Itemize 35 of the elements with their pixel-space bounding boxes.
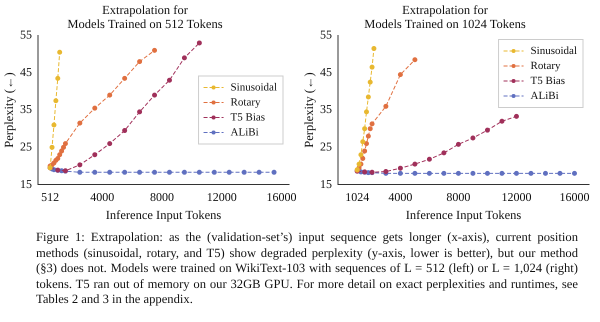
x-tick-label: 12000 [501, 190, 532, 204]
y-tick-label: 15 [320, 176, 332, 191]
x-tick-label: 8000 [446, 190, 470, 204]
y-tick-label: 55 [20, 28, 32, 42]
y-tick-label: 55 [320, 28, 332, 42]
legend-label: Sinusoidal [230, 81, 278, 94]
chart-title: Extrapolation for Models Trained on 1024 Tokens [364, 3, 526, 31]
x-tick-label: 512 [41, 190, 60, 204]
y-tick-label: 15 [20, 176, 32, 191]
y-tick-label: 35 [320, 102, 332, 116]
y-tick-label: 25 [320, 139, 332, 154]
legend-label: Sinusoidal [530, 44, 578, 57]
y-axis-title: Perplexity (←) [302, 72, 316, 148]
x-tick-label: 16000 [559, 190, 590, 204]
legend-label: ALiBi [530, 90, 559, 102]
x-axis-title: Inference Input Tokens [106, 208, 222, 222]
x-tick-label: 8000 [150, 190, 174, 204]
legend-label: Rotary [530, 60, 561, 72]
chart-title: Extrapolation for Models Trained on 512 Tokens [67, 3, 223, 31]
x-axis-title: Inference Input Tokens [406, 208, 522, 222]
legend-label: Rotary [230, 96, 261, 108]
legend-label: T5 Bias [230, 111, 266, 124]
y-tick-label: 45 [20, 64, 32, 79]
x-tick-label: 12000 [206, 190, 237, 204]
y-tick-label: 25 [20, 139, 32, 154]
caption: Figure 1: Extrapolation: as the (validation-set’s) input sequence gets longer (x-axis), current position methods (sinusoidal, rotary, and T5) show degraded perplexity (y-axis, lower is better), but our method (§3) does not. Models were trained on WikiText-103 with sequences of L = 512 (left) or L = 1,024 (right) tokens. T5 ran out of memory on our 32GB GPU. For more detail on exact perplexities and runtimes, see Tables 2 and 3 in the appendix. [36, 230, 578, 308]
y-axis-title: Perplexity (←) [2, 72, 16, 148]
x-tick-label: 4000 [90, 190, 114, 204]
x-tick-label: 16000 [266, 190, 297, 204]
x-tick-label: 4000 [388, 190, 412, 204]
y-tick-label: 35 [20, 102, 32, 116]
legend-label: ALiBi [230, 126, 259, 138]
y-tick-label: 45 [320, 64, 332, 79]
legend-label: T5 Bias [530, 74, 566, 87]
x-tick-label: 1024 [345, 190, 370, 204]
